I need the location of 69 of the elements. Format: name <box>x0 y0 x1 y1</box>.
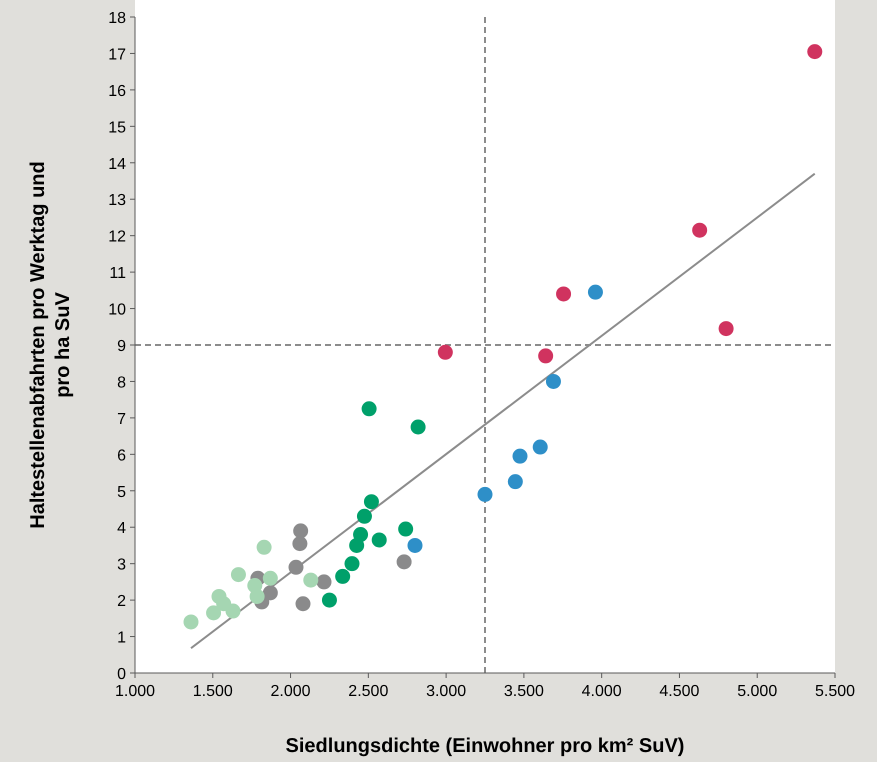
point <box>362 401 377 416</box>
y-tick-label: 5 <box>117 484 126 501</box>
x-tick-label: 5.500 <box>814 683 856 700</box>
point <box>353 527 368 542</box>
x-tick-label: 1.000 <box>114 683 156 700</box>
point <box>344 556 360 572</box>
point <box>296 596 310 612</box>
y-tick-label: 13 <box>108 192 126 210</box>
y-tick-label: 12 <box>108 228 126 246</box>
point <box>588 284 603 300</box>
point <box>718 321 734 336</box>
point <box>256 540 272 555</box>
y-tick-label: 6 <box>117 447 126 464</box>
y-tick-label: 11 <box>109 265 126 282</box>
point <box>364 494 379 510</box>
point <box>184 614 198 630</box>
point <box>292 536 308 552</box>
y-tick-label: 18 <box>108 10 126 27</box>
point <box>438 344 453 360</box>
y-tick-label: 15 <box>108 119 126 136</box>
point <box>226 604 240 619</box>
point <box>303 572 318 588</box>
point <box>262 570 278 586</box>
y-tick-label: 17 <box>108 46 126 64</box>
point <box>538 348 554 364</box>
x-axis-title: Siedlungsdichte (Einwohner pro km² SuV) <box>286 735 684 757</box>
point <box>556 286 572 302</box>
x-tick-label: 2.000 <box>270 683 311 700</box>
x-tick-label: 4.000 <box>582 683 622 700</box>
point <box>250 588 265 604</box>
point <box>262 585 278 600</box>
x-tick-label: 1.500 <box>192 683 233 700</box>
point <box>356 508 372 524</box>
y-tick-label: 8 <box>117 374 126 392</box>
point <box>396 554 412 570</box>
point <box>335 568 350 584</box>
point <box>692 222 708 238</box>
point <box>408 538 422 553</box>
point <box>807 44 822 60</box>
y-tick-label: 2 <box>117 593 126 610</box>
point <box>478 486 492 502</box>
y-tick-label: 10 <box>108 302 126 319</box>
x-tick-label: 2.500 <box>348 683 388 700</box>
y-tick-label: 16 <box>108 82 126 100</box>
point <box>398 522 414 537</box>
point <box>322 592 337 608</box>
x-tick-label: 3.500 <box>504 683 544 700</box>
y-tick-label: 14 <box>108 156 126 173</box>
point <box>316 574 332 590</box>
y-axis-title: Haltestellenabfahrten pro Werktag und pro ha SuV <box>27 161 74 529</box>
point <box>512 448 528 464</box>
x-tick-label: 5.000 <box>737 683 778 700</box>
y-tick-label: 3 <box>117 556 126 574</box>
x-tick-label: 3.000 <box>426 683 466 700</box>
point <box>410 420 426 434</box>
y-tick-label: 4 <box>117 520 126 538</box>
point <box>546 374 561 389</box>
point <box>508 474 523 490</box>
y-tick-label: 9 <box>117 338 126 355</box>
y-tick-label: 0 <box>117 666 126 683</box>
point <box>288 560 304 575</box>
y-tick-label: 1 <box>117 630 126 647</box>
point <box>206 605 222 620</box>
point <box>293 523 308 538</box>
point <box>532 440 548 455</box>
x-tick-label: 4.500 <box>659 683 700 700</box>
point <box>372 532 387 548</box>
point <box>230 567 246 582</box>
y-tick-label: 7 <box>117 410 126 428</box>
